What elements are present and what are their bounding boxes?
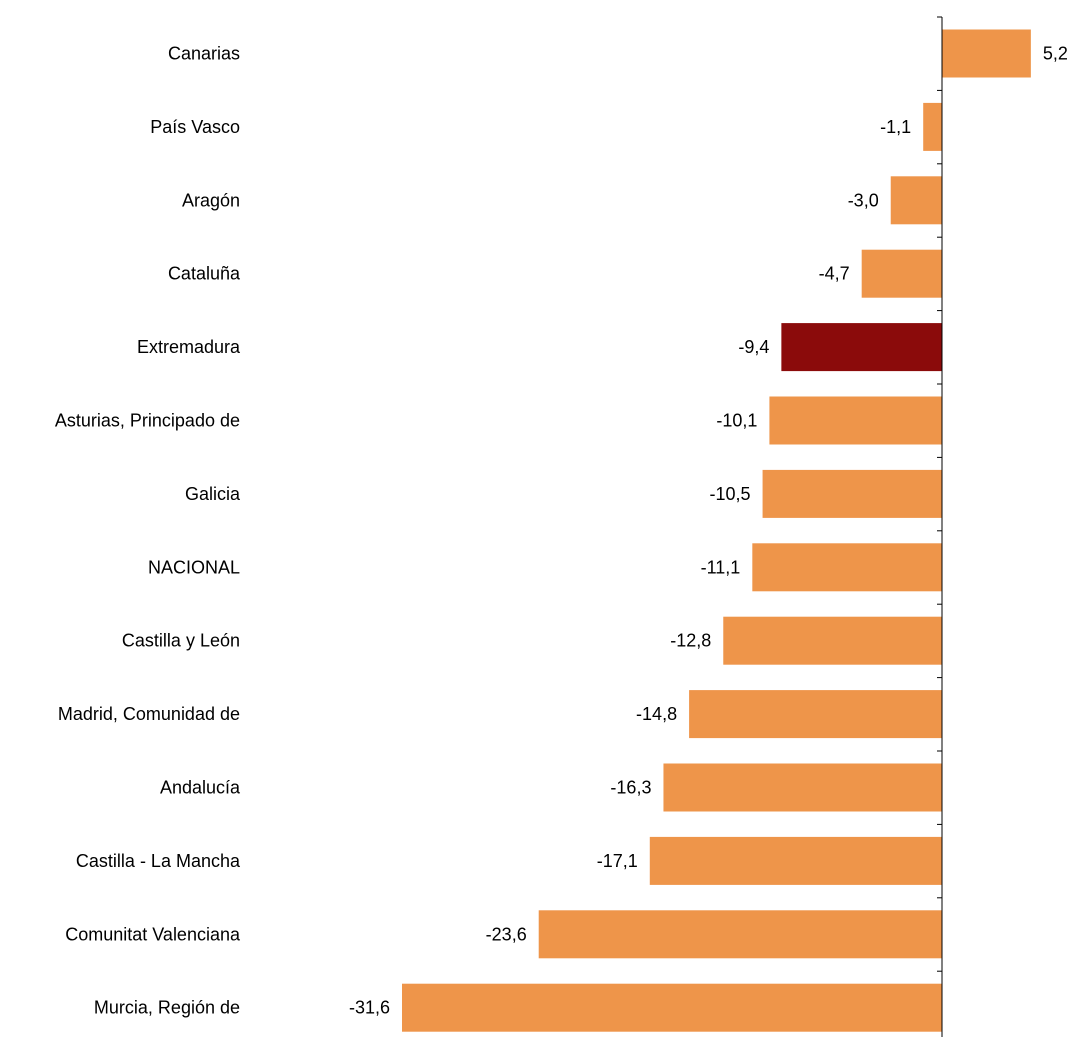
bar	[769, 396, 942, 445]
category-label: Extremadura	[137, 337, 241, 357]
category-label: NACIONAL	[148, 557, 240, 577]
data-label: -12,8	[670, 631, 711, 651]
category-label: Canarias	[168, 44, 240, 64]
data-label: -17,1	[597, 851, 638, 871]
category-label: Castilla - La Mancha	[76, 851, 241, 871]
data-label: -3,0	[848, 190, 879, 210]
data-label: -11,1	[701, 557, 741, 577]
bar	[402, 983, 942, 1032]
category-label: Andalucía	[160, 778, 241, 798]
category-label: Comunitat Valenciana	[65, 924, 241, 944]
bar	[942, 29, 1031, 78]
data-label: -1,1	[880, 117, 911, 137]
category-label: Madrid, Comunidad de	[58, 704, 240, 724]
bar	[923, 102, 942, 151]
category-label: Murcia, Región de	[94, 998, 240, 1018]
data-label: -23,6	[486, 924, 527, 944]
category-label: Galicia	[185, 484, 241, 504]
category-label: País Vasco	[150, 117, 240, 137]
bar	[752, 543, 942, 592]
bar	[538, 910, 942, 959]
bar	[762, 469, 942, 518]
bar	[689, 690, 942, 739]
bar	[723, 616, 942, 665]
data-label: -10,5	[710, 484, 751, 504]
category-label: Castilla y León	[122, 631, 240, 651]
data-label: -31,6	[349, 998, 390, 1018]
bar	[861, 249, 942, 298]
category-label: Cataluña	[168, 264, 241, 284]
bar	[663, 763, 942, 812]
data-label: -14,8	[636, 704, 677, 724]
data-label: -9,4	[738, 337, 769, 357]
category-label: Asturias, Principado de	[55, 411, 240, 431]
bar	[649, 836, 942, 885]
data-label: -4,7	[819, 264, 850, 284]
category-label: Aragón	[182, 190, 240, 210]
bar	[781, 323, 942, 372]
data-label: -16,3	[610, 778, 651, 798]
data-label: 5,2	[1043, 44, 1068, 64]
bar	[890, 176, 942, 225]
data-label: -10,1	[716, 411, 757, 431]
